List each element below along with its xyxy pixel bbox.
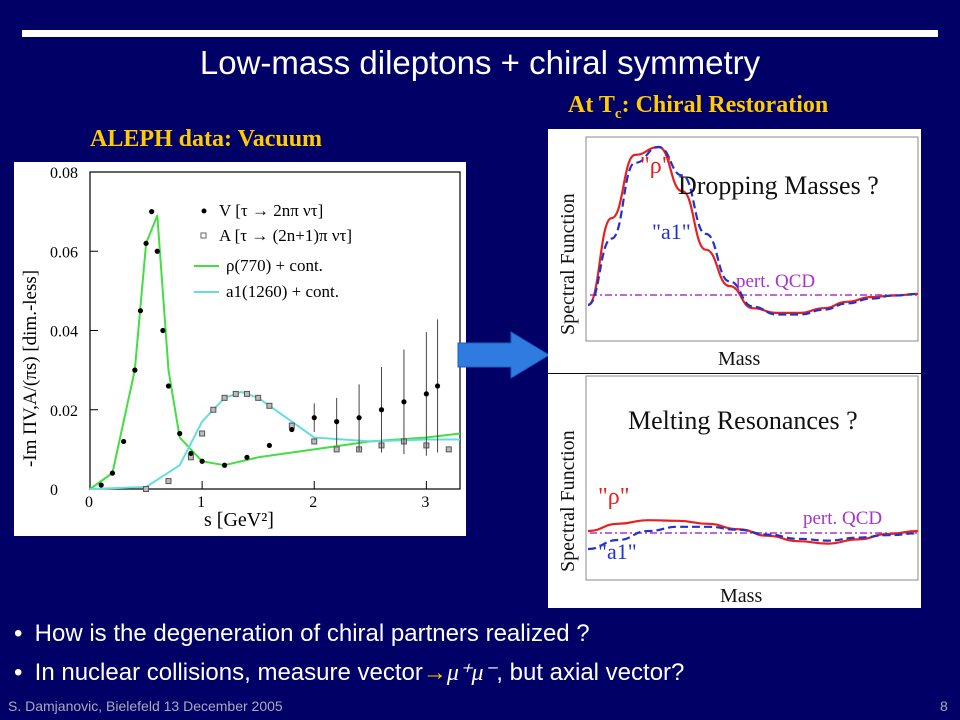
vector-data-point: [311, 415, 317, 421]
top-rule: [22, 30, 938, 37]
axial-data-point: [311, 438, 318, 445]
dropping-masses-panel: Dropping Masses ? "ρ" "a1" pert. QCD Spe…: [548, 129, 921, 373]
aleph-plot: 0.08 0.06 0.04 0.02 0 0 1 2 3 -Im ΠV,A/(πs) [dim…: [20, 165, 461, 531]
vector-data-point: [356, 415, 362, 421]
rho-curve-dropping: [587, 145, 919, 314]
axial-data-point: [243, 390, 250, 397]
melting-resonances-panel: Melting Resonances ? "ρ" "a1" pert. QCD …: [548, 374, 921, 608]
vector-data-point: [137, 308, 144, 314]
vector-data-point: [401, 399, 407, 405]
vector-data-point: [109, 470, 116, 476]
vector-data-point: [266, 442, 272, 449]
vector-data-point: [143, 240, 149, 246]
bullet-2: • In nuclear collisions, measure vector→…: [14, 658, 684, 687]
tc-header-prefix: At T: [568, 92, 615, 118]
bullet-1-text: How is the degeneration of chiral partne…: [34, 620, 590, 647]
axial-data-point: [266, 402, 273, 409]
rho-fit-line: [89, 214, 461, 490]
axial-data-point: [210, 406, 217, 413]
y-tick-label: 0.02: [50, 403, 78, 420]
melting-ylabel: Spectral Function: [557, 430, 579, 572]
melting-rho-label: "ρ": [598, 484, 630, 510]
bullet-2-dot: •: [14, 659, 23, 686]
bullet-2-text-before: In nuclear collisions, measure vector: [34, 659, 423, 686]
vector-data-point: [160, 327, 166, 334]
axial-data-point: [232, 390, 239, 397]
slide-title: Low-mass dileptons + chiral symmetry: [199, 44, 761, 81]
axial-data-point: [333, 446, 340, 453]
y-tick-label: 0.04: [50, 324, 78, 341]
melting-resonances-plot: Melting Resonances ? "ρ" "a1" pert. QCD …: [557, 375, 919, 607]
x-tick-label: 1: [197, 494, 205, 511]
aleph-ylabel: -Im ΠV,A/(πs) [dim.-less]: [20, 270, 41, 467]
melting-xlabel: Mass: [720, 585, 762, 607]
vector-data-point: [221, 462, 228, 468]
x-tick-label: 2: [309, 494, 317, 511]
dropping-title: Dropping Masses ?: [678, 171, 879, 200]
vector-data-point: [434, 383, 441, 389]
aleph-marks: [89, 209, 461, 492]
legend-a: A [τ → (2n+1)π ντ]: [219, 226, 352, 245]
mu-pair: μ⁺μ⁻: [446, 660, 497, 686]
tc-header: At Tc: Chiral Restoration: [568, 92, 828, 123]
page-number: 8: [940, 698, 948, 714]
footer-author: S. Damjanovic, Bielefeld 13 December 200…: [8, 698, 283, 714]
vector-data-point: [177, 430, 183, 437]
legend-v: V [τ → 2nπ ντ]: [219, 201, 323, 220]
melting-a1-label: "a1": [598, 539, 637, 564]
vector-data-point: [289, 426, 295, 433]
a1-curve-melting: [587, 525, 919, 551]
dropping-a1-label: "a1": [652, 219, 691, 244]
vector-data-point: [121, 438, 127, 445]
vector-data-point: [132, 367, 138, 373]
right-arrow-icon: [457, 331, 550, 379]
vector-data-point: [98, 482, 104, 488]
y-tick-label: 0.08: [50, 165, 78, 182]
vector-data-point: [334, 419, 340, 425]
vector-data-point: [149, 209, 155, 215]
axial-data-point: [221, 394, 228, 401]
dropping-pqcd-label: pert. QCD: [736, 271, 815, 292]
y-tick-label: 0.06: [50, 244, 78, 261]
axial-data-point: [143, 486, 150, 492]
axial-data-point: [255, 394, 262, 401]
vector-data-point: [165, 383, 172, 389]
y-tick-label: 0: [50, 482, 58, 499]
x-tick-label: 0: [85, 494, 93, 511]
vector-data-point: [188, 450, 194, 456]
bullet-2-text-after: , but axial vector?: [496, 659, 685, 686]
axial-data-point: [199, 430, 206, 437]
vector-data-point: [154, 248, 160, 254]
melting-pqcd-label: pert. QCD: [803, 508, 882, 529]
right-arrow-glyph-icon: →: [422, 659, 447, 686]
aleph-xlabel: s [GeV²]: [204, 509, 274, 531]
vector-data-point: [423, 391, 429, 397]
dropping-masses-plot: Dropping Masses ? "ρ" "a1" pert. QCD Spe…: [557, 136, 919, 370]
dropping-frame: [585, 136, 919, 342]
aleph-header: ALEPH data: Vacuum: [90, 126, 323, 152]
dropping-xlabel: Mass: [718, 348, 760, 370]
vector-data-point: [199, 458, 205, 464]
dropping-ylabel: Spectral Function: [557, 193, 579, 335]
x-tick-label: 3: [421, 494, 429, 511]
legend-rho: ρ(770) + cont.: [226, 256, 323, 275]
legend-a-symbol: [200, 232, 207, 239]
tc-header-sub: c: [614, 105, 622, 122]
vector-data-point: [378, 407, 385, 413]
vector-data-point: [244, 454, 250, 460]
melting-frame: [585, 375, 919, 581]
tc-header-suffix: : Chiral Restoration: [621, 92, 829, 118]
bullet-1-dot: •: [14, 620, 23, 647]
bullet-1: • How is the degeneration of chiral part…: [14, 620, 590, 648]
aleph-plot-panel: 0.08 0.06 0.04 0.02 0 0 1 2 3 -Im ΠV,A/(πs) [dim…: [14, 162, 466, 536]
legend-v-symbol: [201, 208, 207, 214]
axial-data-point: [445, 446, 452, 453]
melting-title: Melting Resonances ?: [628, 406, 858, 435]
axial-data-point: [165, 478, 172, 485]
dropping-rho-label: "ρ": [640, 153, 672, 179]
legend-a1: a1(1260) + cont.: [226, 282, 339, 301]
